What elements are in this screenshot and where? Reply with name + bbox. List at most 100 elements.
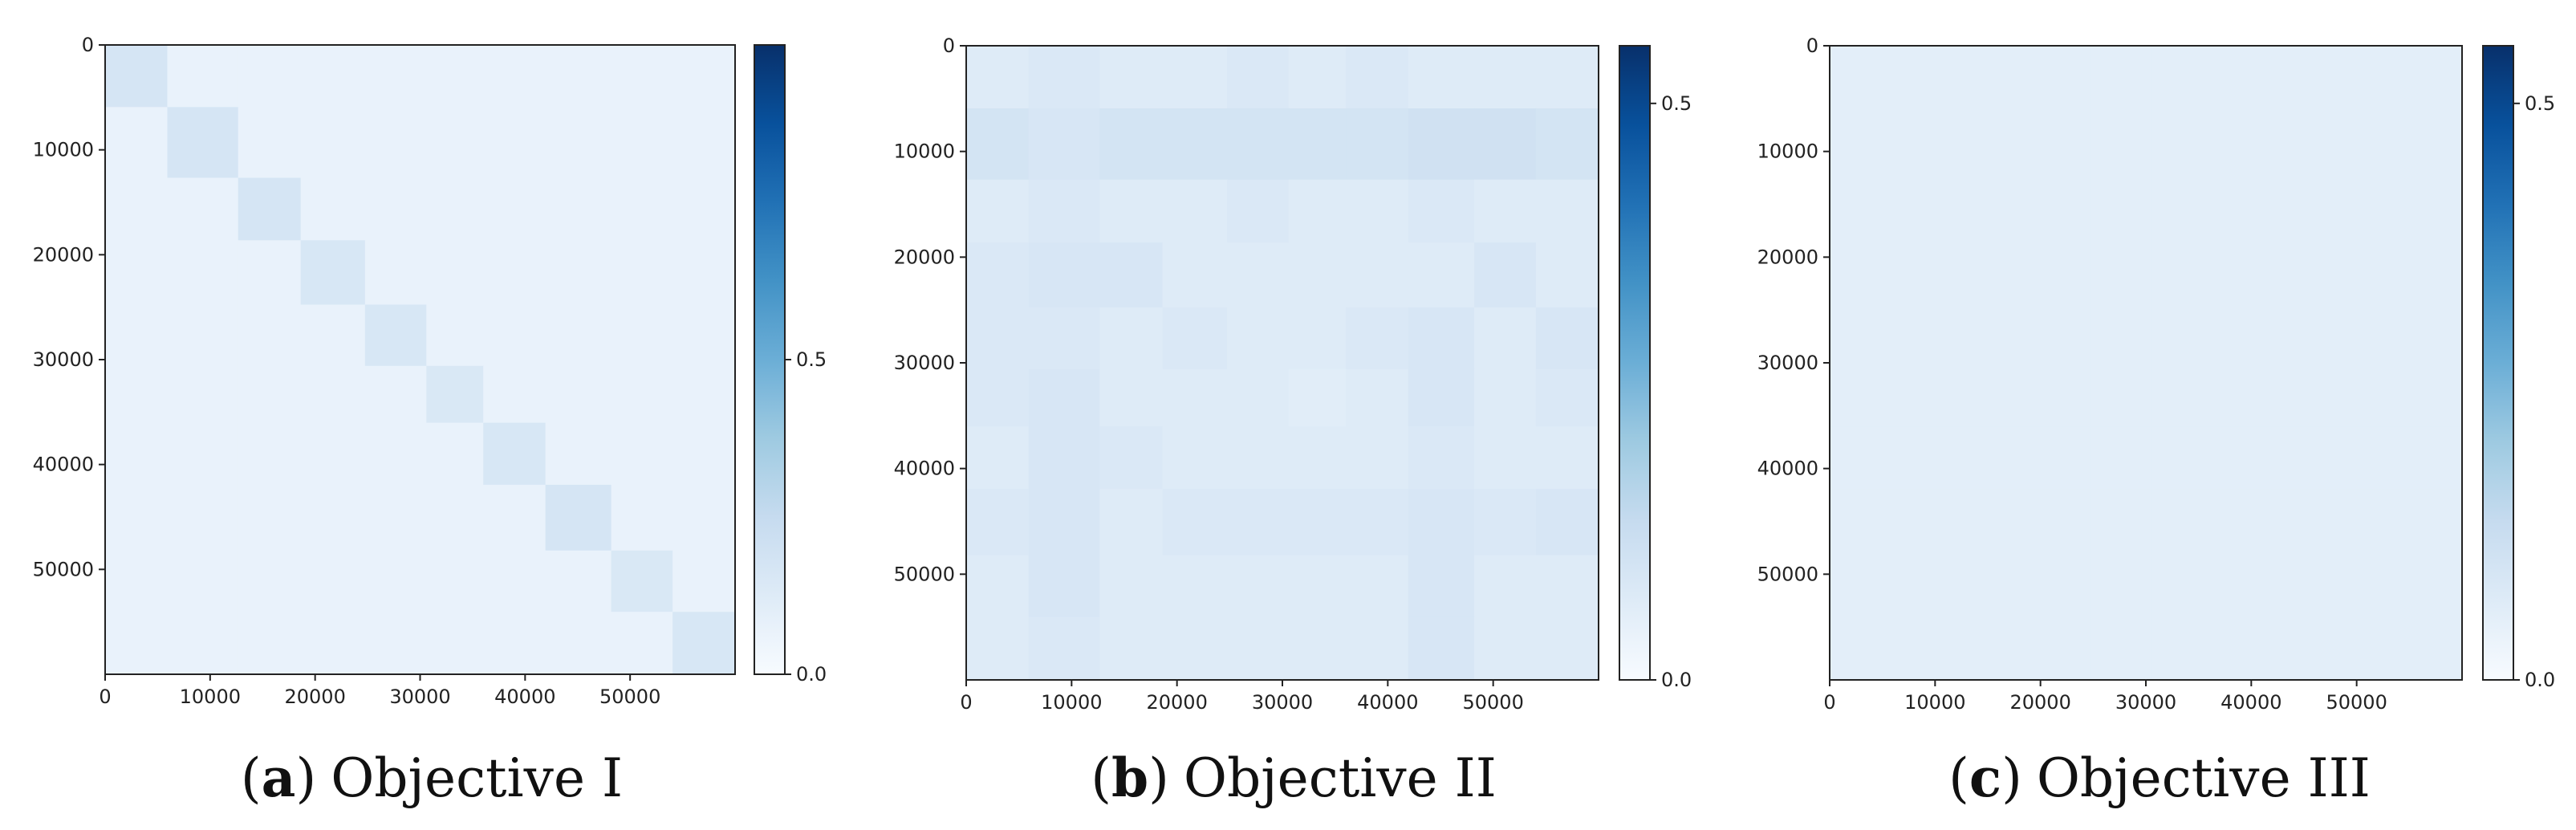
heatmap-block-0-6 xyxy=(483,45,546,108)
heatmap-block-2-4 xyxy=(364,177,427,241)
x-tick-label: 0 xyxy=(1823,691,1835,714)
heatmap-block-8-1 xyxy=(1028,555,1100,618)
y-tick-label: 50000 xyxy=(894,563,955,585)
y-tick-label: 10000 xyxy=(894,140,955,163)
heatmap-block-3-1 xyxy=(1891,242,1964,308)
x-tick-label: 0 xyxy=(99,686,111,708)
heatmap-block-3-3 xyxy=(1162,242,1228,308)
caption-c: (c) Objective III xyxy=(1948,747,2371,809)
heatmap-block-0-3 xyxy=(2025,46,2091,109)
heatmap-block-9-2 xyxy=(238,612,302,675)
heatmap-block-7-9 xyxy=(672,484,736,551)
y-tick-label: 20000 xyxy=(894,246,955,268)
heatmap-block-3-2 xyxy=(1099,242,1164,308)
heatmap-block-4-7 xyxy=(1408,307,1475,370)
heatmap-block-1-0 xyxy=(1830,108,1893,181)
heatmap-block-6-7 xyxy=(545,422,612,486)
heatmap-block-4-5 xyxy=(1288,307,1347,370)
heatmap-block-3-5 xyxy=(1288,242,1347,308)
heatmap-block-1-3 xyxy=(1162,108,1228,181)
caption-close-paren-a: ) xyxy=(295,747,316,809)
heatmap-block-6-5 xyxy=(426,422,484,486)
heatmap-block-1-1 xyxy=(1891,108,1964,181)
x-tick-label: 40000 xyxy=(1357,691,1418,714)
heatmap-block-5-5 xyxy=(2151,368,2210,427)
heatmap-block-9-7 xyxy=(1408,616,1475,681)
x-tick-label: 40000 xyxy=(2220,691,2281,714)
colorbar-gradient xyxy=(754,44,786,675)
heatmap-block-9-3 xyxy=(2025,616,2091,681)
heatmap-block-3-8 xyxy=(611,240,673,306)
heatmap-block-5-6 xyxy=(2209,368,2273,427)
heatmap-block-9-8 xyxy=(2338,616,2400,681)
heatmap-block-2-3 xyxy=(2025,179,2091,243)
heatmap-block-0-1 xyxy=(167,45,239,108)
heatmap-block-4-9 xyxy=(1535,307,1599,370)
heatmap-block-3-0 xyxy=(105,240,169,306)
heatmap-block-7-8 xyxy=(1474,489,1537,556)
caption-close-paren-b: ) xyxy=(1148,747,1169,809)
colorbar-tick-label: 0.5 xyxy=(1661,92,1692,115)
caption-open-paren-a: ( xyxy=(241,747,262,809)
heatmap-block-6-4 xyxy=(364,422,427,486)
heatmap-block-8-9 xyxy=(672,550,736,612)
heatmap-block-7-0 xyxy=(966,489,1030,556)
heatmap-block-8-8 xyxy=(1474,555,1537,618)
heatmap-block-1-0 xyxy=(966,108,1030,181)
heatmap-block-8-2 xyxy=(1099,555,1164,618)
caption-open-paren-c: ( xyxy=(1948,747,1969,809)
heatmap-block-6-5 xyxy=(2151,426,2210,490)
heatmap-block-6-2 xyxy=(1099,426,1164,490)
heatmap-block-1-1 xyxy=(1028,108,1100,181)
heatmap-block-8-2 xyxy=(1963,555,2027,618)
heatmap-block-2-1 xyxy=(1891,179,1964,243)
heatmap-block-6-9 xyxy=(2399,426,2463,490)
heatmap-block-7-0 xyxy=(1830,489,1893,556)
x-tick-label: 20000 xyxy=(284,686,345,708)
heatmap-block-0-2 xyxy=(1099,46,1164,109)
heatmap-block-4-6 xyxy=(2209,307,2273,370)
heatmap-block-5-0 xyxy=(1830,368,1893,427)
heatmap-block-0-8 xyxy=(1474,46,1537,109)
heatmap-block-1-7 xyxy=(545,107,612,179)
heatmap-block-3-5 xyxy=(2151,242,2210,308)
heatmap-block-8-1 xyxy=(167,550,239,612)
heatmap-block-7-8 xyxy=(2338,489,2400,556)
y-tick-label: 0 xyxy=(943,35,955,57)
heatmap-block-9-7 xyxy=(2271,616,2338,681)
heatmap-block-1-4 xyxy=(1227,108,1290,181)
heatmap-block-6-4 xyxy=(1227,426,1290,490)
heatmap-block-0-3 xyxy=(300,45,366,108)
heatmap-block-1-8 xyxy=(611,107,673,179)
heatmap-block-9-7 xyxy=(545,612,612,675)
heatmap-block-3-5 xyxy=(426,240,484,306)
heatmap-block-4-5 xyxy=(426,304,484,367)
caption-title-c: Objective III xyxy=(2037,747,2371,809)
heatmap-block-0-6 xyxy=(2209,46,2273,109)
heatmap-block-3-8 xyxy=(2338,242,2400,308)
colorbar-tick-label: 0.0 xyxy=(796,663,827,686)
heatmap-block-0-5 xyxy=(1288,46,1347,109)
heatmap-block-8-7 xyxy=(2271,555,2338,618)
heatmap-block-6-8 xyxy=(1474,426,1537,490)
heatmap-block-2-9 xyxy=(672,177,736,241)
heatmap-block-3-2 xyxy=(238,240,302,306)
heatmap-block-2-0 xyxy=(105,177,169,241)
heatmap-block-1-6 xyxy=(1346,108,1409,181)
heatmap-block-3-0 xyxy=(966,242,1030,308)
heatmap-block-0-5 xyxy=(426,45,484,108)
y-tick-label: 30000 xyxy=(33,348,94,371)
heatmap-block-0-8 xyxy=(611,45,673,108)
y-tick-label: 50000 xyxy=(1757,563,1818,585)
heatmap-block-6-1 xyxy=(1028,426,1100,490)
heatmap-block-4-9 xyxy=(672,304,736,367)
heatmap-block-0-0 xyxy=(105,45,169,108)
heatmap-block-7-9 xyxy=(1535,489,1599,556)
heatmap-block-0-9 xyxy=(1535,46,1599,109)
y-tick-label: 40000 xyxy=(1757,458,1818,480)
colorbar-gradient xyxy=(1619,45,1651,681)
x-tick-label: 30000 xyxy=(389,686,450,708)
heatmap-block-7-6 xyxy=(1346,489,1409,556)
heatmap-block-2-1 xyxy=(1028,179,1100,243)
caption-letter-b: b xyxy=(1111,747,1148,809)
